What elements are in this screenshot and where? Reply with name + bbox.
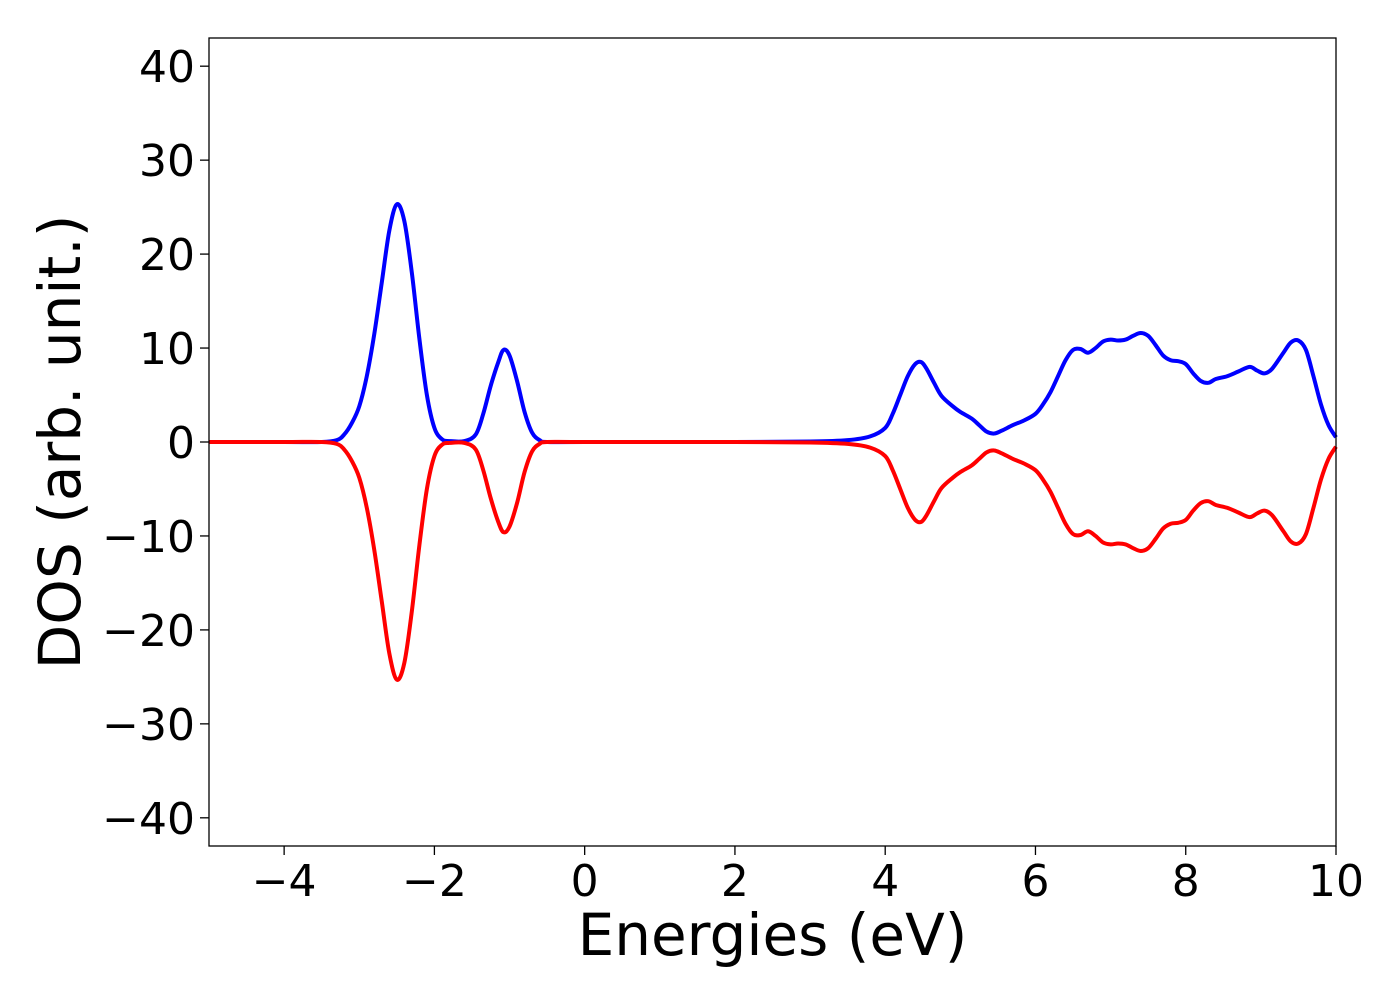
y-tick-label: −30	[102, 700, 195, 751]
x-tick-label: 10	[1308, 856, 1364, 907]
y-tick-label: −10	[102, 512, 195, 563]
y-axis-title: DOS (arb. unit.)	[26, 215, 94, 670]
x-tick-label: −2	[402, 856, 467, 907]
y-tick-label: 10	[139, 324, 195, 375]
y-tick-label: −40	[102, 794, 195, 845]
x-tick-label: 2	[721, 856, 749, 907]
x-tick-label: −4	[252, 856, 317, 907]
x-tick-label: 6	[1021, 856, 1049, 907]
series-line-2	[209, 439, 1338, 682]
x-tick-label: 0	[571, 856, 599, 907]
x-axis-title: Energies (eV)	[578, 901, 968, 969]
x-axis-ticks: −4 −2 0 2 4 6 8 10	[252, 846, 1364, 907]
y-tick-label: 0	[167, 418, 195, 469]
series-line-1	[209, 202, 1338, 445]
y-tick-label: 40	[139, 42, 195, 93]
y-axis-ticks: 40 30 20 10 0 −10 −20 −30 −40	[102, 42, 209, 845]
series-layer	[209, 202, 1338, 682]
y-tick-label: −20	[102, 606, 195, 657]
y-tick-label: 30	[139, 136, 195, 187]
x-tick-label: 8	[1172, 856, 1200, 907]
x-tick-label: 4	[871, 856, 899, 907]
y-tick-label: 20	[139, 230, 195, 281]
